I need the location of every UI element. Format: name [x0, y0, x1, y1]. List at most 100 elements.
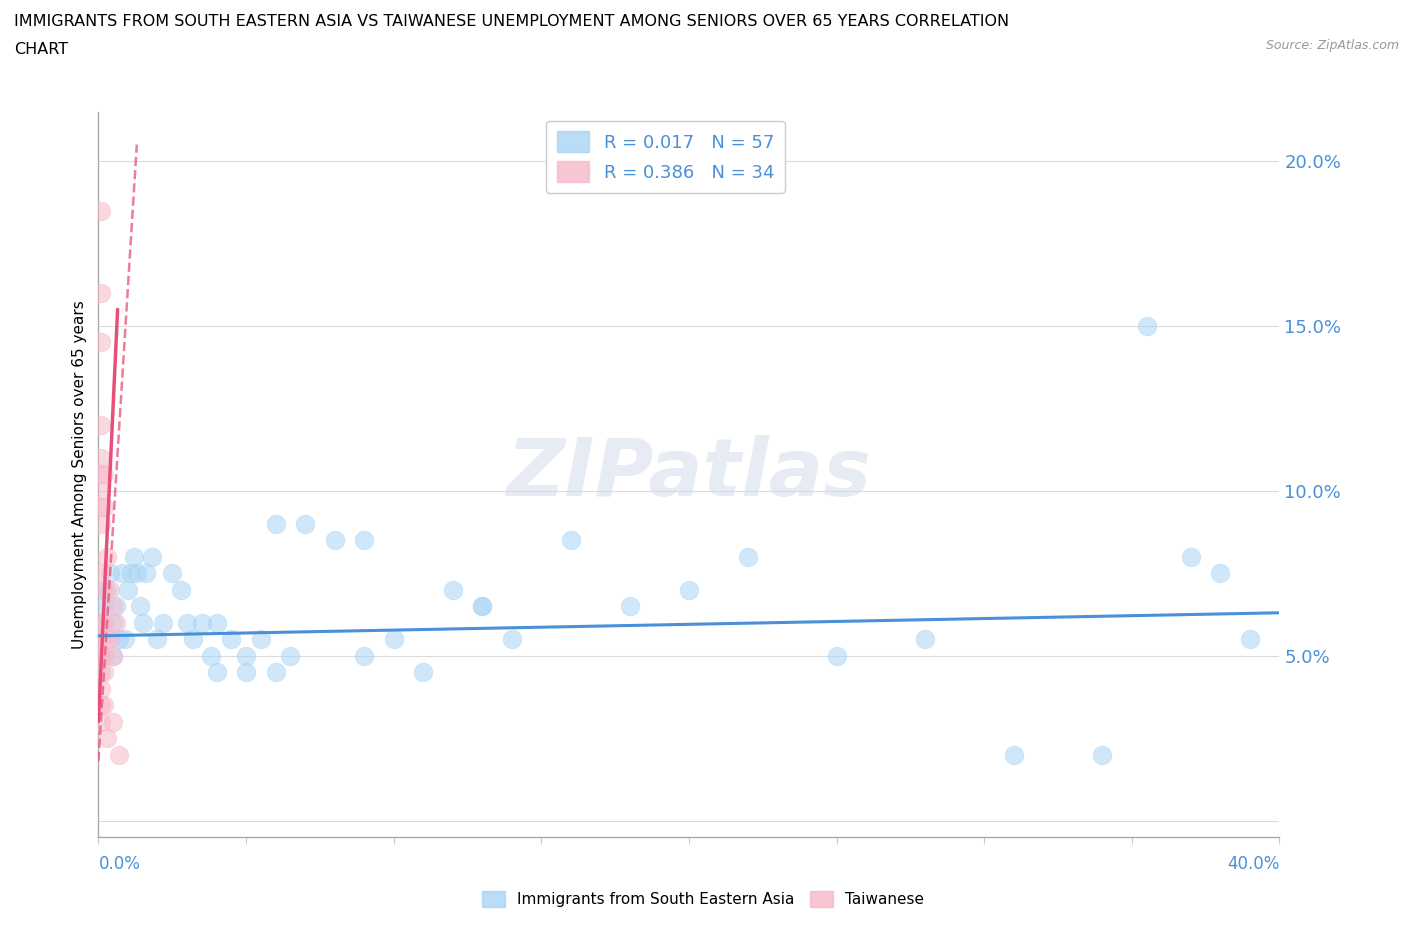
Point — [90, 631, 112, 646]
Point — [152, 616, 174, 631]
Point — [132, 616, 155, 631]
Point — [146, 631, 169, 646]
Text: Source: ZipAtlas.com: Source: ZipAtlas.com — [1265, 39, 1399, 52]
Point — [96, 582, 118, 597]
Point — [264, 665, 287, 680]
Point — [125, 565, 148, 580]
Point — [90, 450, 112, 465]
Point — [176, 616, 198, 631]
Point — [96, 731, 118, 746]
Point — [103, 648, 125, 663]
Point — [103, 599, 125, 614]
Point — [111, 565, 134, 580]
Point — [323, 533, 346, 548]
Point — [93, 582, 115, 597]
Point — [441, 582, 464, 597]
Point — [135, 565, 157, 580]
Point — [560, 533, 582, 548]
Point — [471, 599, 494, 614]
Point — [191, 616, 214, 631]
Point — [471, 599, 494, 614]
Text: 0.0%: 0.0% — [98, 856, 141, 873]
Point — [219, 631, 242, 646]
Point — [278, 648, 302, 663]
Point — [200, 648, 222, 663]
Point — [90, 203, 112, 218]
Point — [90, 565, 112, 580]
Point — [90, 681, 112, 696]
Point — [93, 665, 115, 680]
Point — [205, 616, 228, 631]
Point — [90, 665, 112, 680]
Point — [93, 648, 115, 663]
Point — [93, 499, 115, 514]
Point — [412, 665, 434, 680]
Point — [103, 714, 125, 729]
Y-axis label: Unemployment Among Seniors over 65 years: Unemployment Among Seniors over 65 years — [72, 300, 87, 649]
Point — [105, 616, 128, 631]
Point — [90, 616, 112, 631]
Legend: Immigrants from South Eastern Asia, Taiwanese: Immigrants from South Eastern Asia, Taiw… — [475, 884, 931, 913]
Legend: R = 0.017   N = 57, R = 0.386   N = 34: R = 0.017 N = 57, R = 0.386 N = 34 — [546, 121, 785, 193]
Text: IMMIGRANTS FROM SOUTH EASTERN ASIA VS TAIWANESE UNEMPLOYMENT AMONG SENIORS OVER : IMMIGRANTS FROM SOUTH EASTERN ASIA VS TA… — [14, 14, 1010, 29]
Point — [1091, 747, 1114, 762]
Point — [93, 616, 115, 631]
Point — [103, 648, 125, 663]
Point — [90, 516, 112, 531]
Point — [96, 550, 118, 565]
Point — [103, 616, 125, 631]
Point — [120, 565, 142, 580]
Point — [235, 648, 257, 663]
Point — [90, 286, 112, 300]
Point — [90, 467, 112, 482]
Point — [1002, 747, 1025, 762]
Point — [93, 698, 115, 712]
Point — [294, 516, 316, 531]
Point — [108, 747, 131, 762]
Point — [250, 631, 273, 646]
Point — [678, 582, 700, 597]
Point — [264, 516, 287, 531]
Point — [825, 648, 848, 663]
Point — [90, 698, 112, 712]
Point — [619, 599, 641, 614]
Point — [98, 582, 121, 597]
Point — [914, 631, 936, 646]
Point — [96, 631, 118, 646]
Text: ZIPatlas: ZIPatlas — [506, 435, 872, 513]
Point — [1135, 318, 1157, 333]
Point — [90, 499, 112, 514]
Point — [90, 616, 112, 631]
Point — [205, 665, 228, 680]
Point — [162, 565, 183, 580]
Text: 40.0%: 40.0% — [1227, 856, 1279, 873]
Point — [1180, 550, 1202, 565]
Point — [353, 648, 375, 663]
Point — [90, 484, 112, 498]
Point — [117, 582, 139, 597]
Point — [235, 665, 257, 680]
Point — [98, 565, 121, 580]
Text: CHART: CHART — [14, 42, 67, 57]
Point — [93, 599, 115, 614]
Point — [501, 631, 523, 646]
Point — [90, 714, 112, 729]
Point — [105, 599, 128, 614]
Point — [181, 631, 204, 646]
Point — [93, 467, 115, 482]
Point — [90, 648, 112, 663]
Point — [114, 631, 136, 646]
Point — [98, 631, 121, 646]
Point — [737, 550, 759, 565]
Point — [1209, 565, 1232, 580]
Point — [170, 582, 193, 597]
Point — [90, 418, 112, 432]
Point — [108, 631, 131, 646]
Point — [141, 550, 163, 565]
Point — [353, 533, 375, 548]
Point — [122, 550, 145, 565]
Point — [382, 631, 405, 646]
Point — [1239, 631, 1261, 646]
Point — [90, 335, 112, 350]
Point — [128, 599, 150, 614]
